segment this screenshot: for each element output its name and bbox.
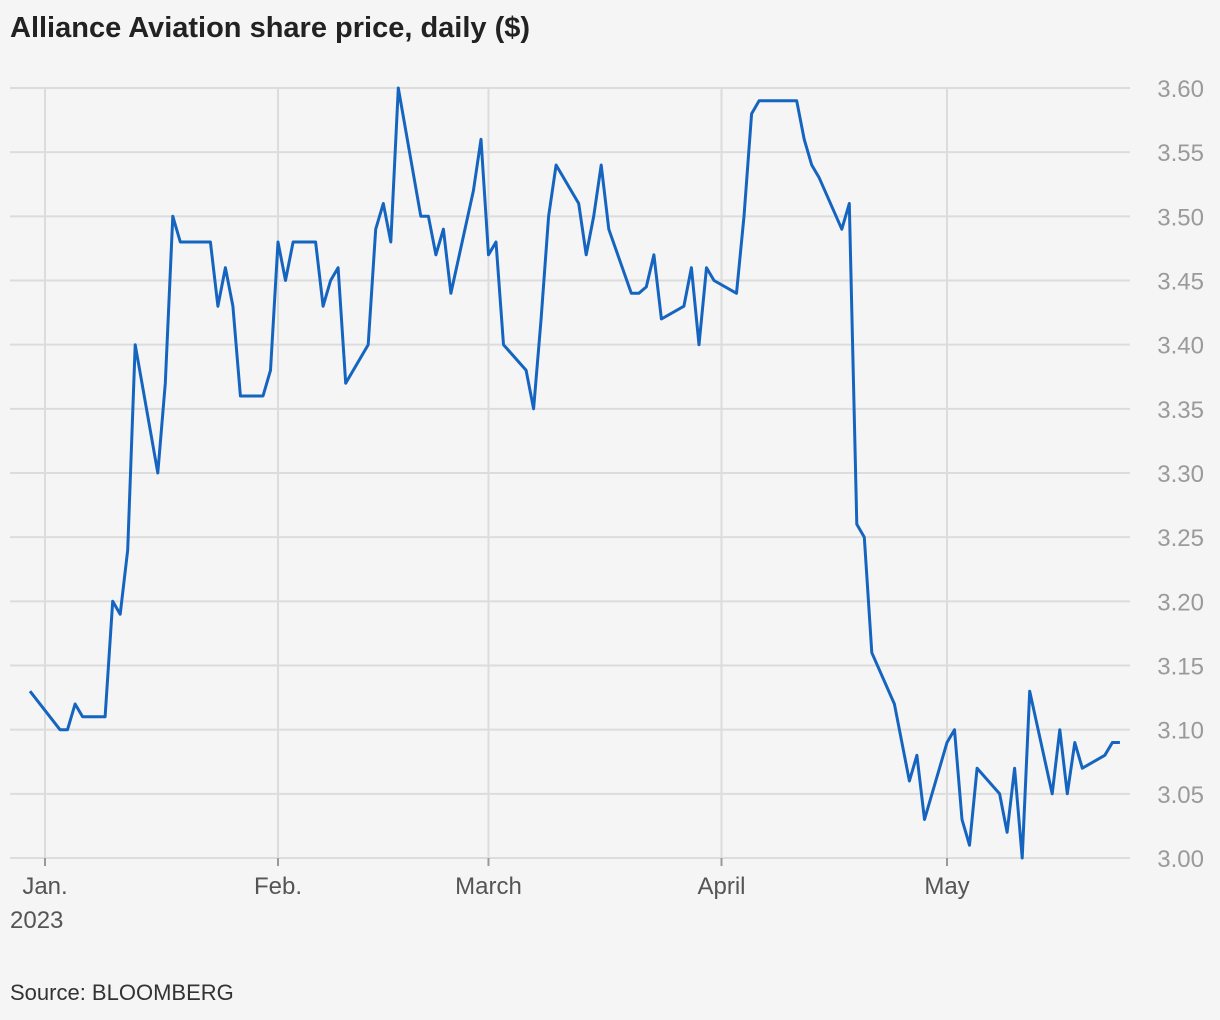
y-tick-label: 3.20: [1157, 589, 1204, 616]
series-line: [28, 86, 1120, 860]
y-tick-label: 3.00: [1157, 846, 1204, 873]
y-tick-label: 3.60: [1157, 76, 1204, 103]
source-note: Source: BLOOMBERG: [10, 980, 234, 1005]
x-tick-label: April: [697, 873, 745, 900]
y-tick-label: 3.05: [1157, 782, 1204, 809]
y-tick-label: 3.45: [1157, 269, 1204, 296]
y-tick-label: 3.55: [1157, 140, 1204, 167]
y-tick-label: 3.50: [1157, 204, 1204, 231]
chart-title: Alliance Aviation share price, daily ($): [10, 12, 531, 44]
x-tick-sublabel: 2023: [10, 907, 63, 934]
y-tick-label: 3.10: [1157, 718, 1204, 745]
y-tick-label: 3.35: [1157, 397, 1204, 424]
y-tick-label: 3.40: [1157, 333, 1204, 360]
x-tick-label: Feb.: [254, 873, 302, 900]
x-tick-label: May: [924, 873, 969, 900]
x-tick-label: March: [455, 873, 522, 900]
y-tick-label: 3.25: [1157, 525, 1204, 552]
x-tick-label: Jan.: [22, 873, 67, 900]
y-tick-label: 3.30: [1157, 461, 1204, 488]
y-tick-label: 3.15: [1157, 654, 1204, 681]
